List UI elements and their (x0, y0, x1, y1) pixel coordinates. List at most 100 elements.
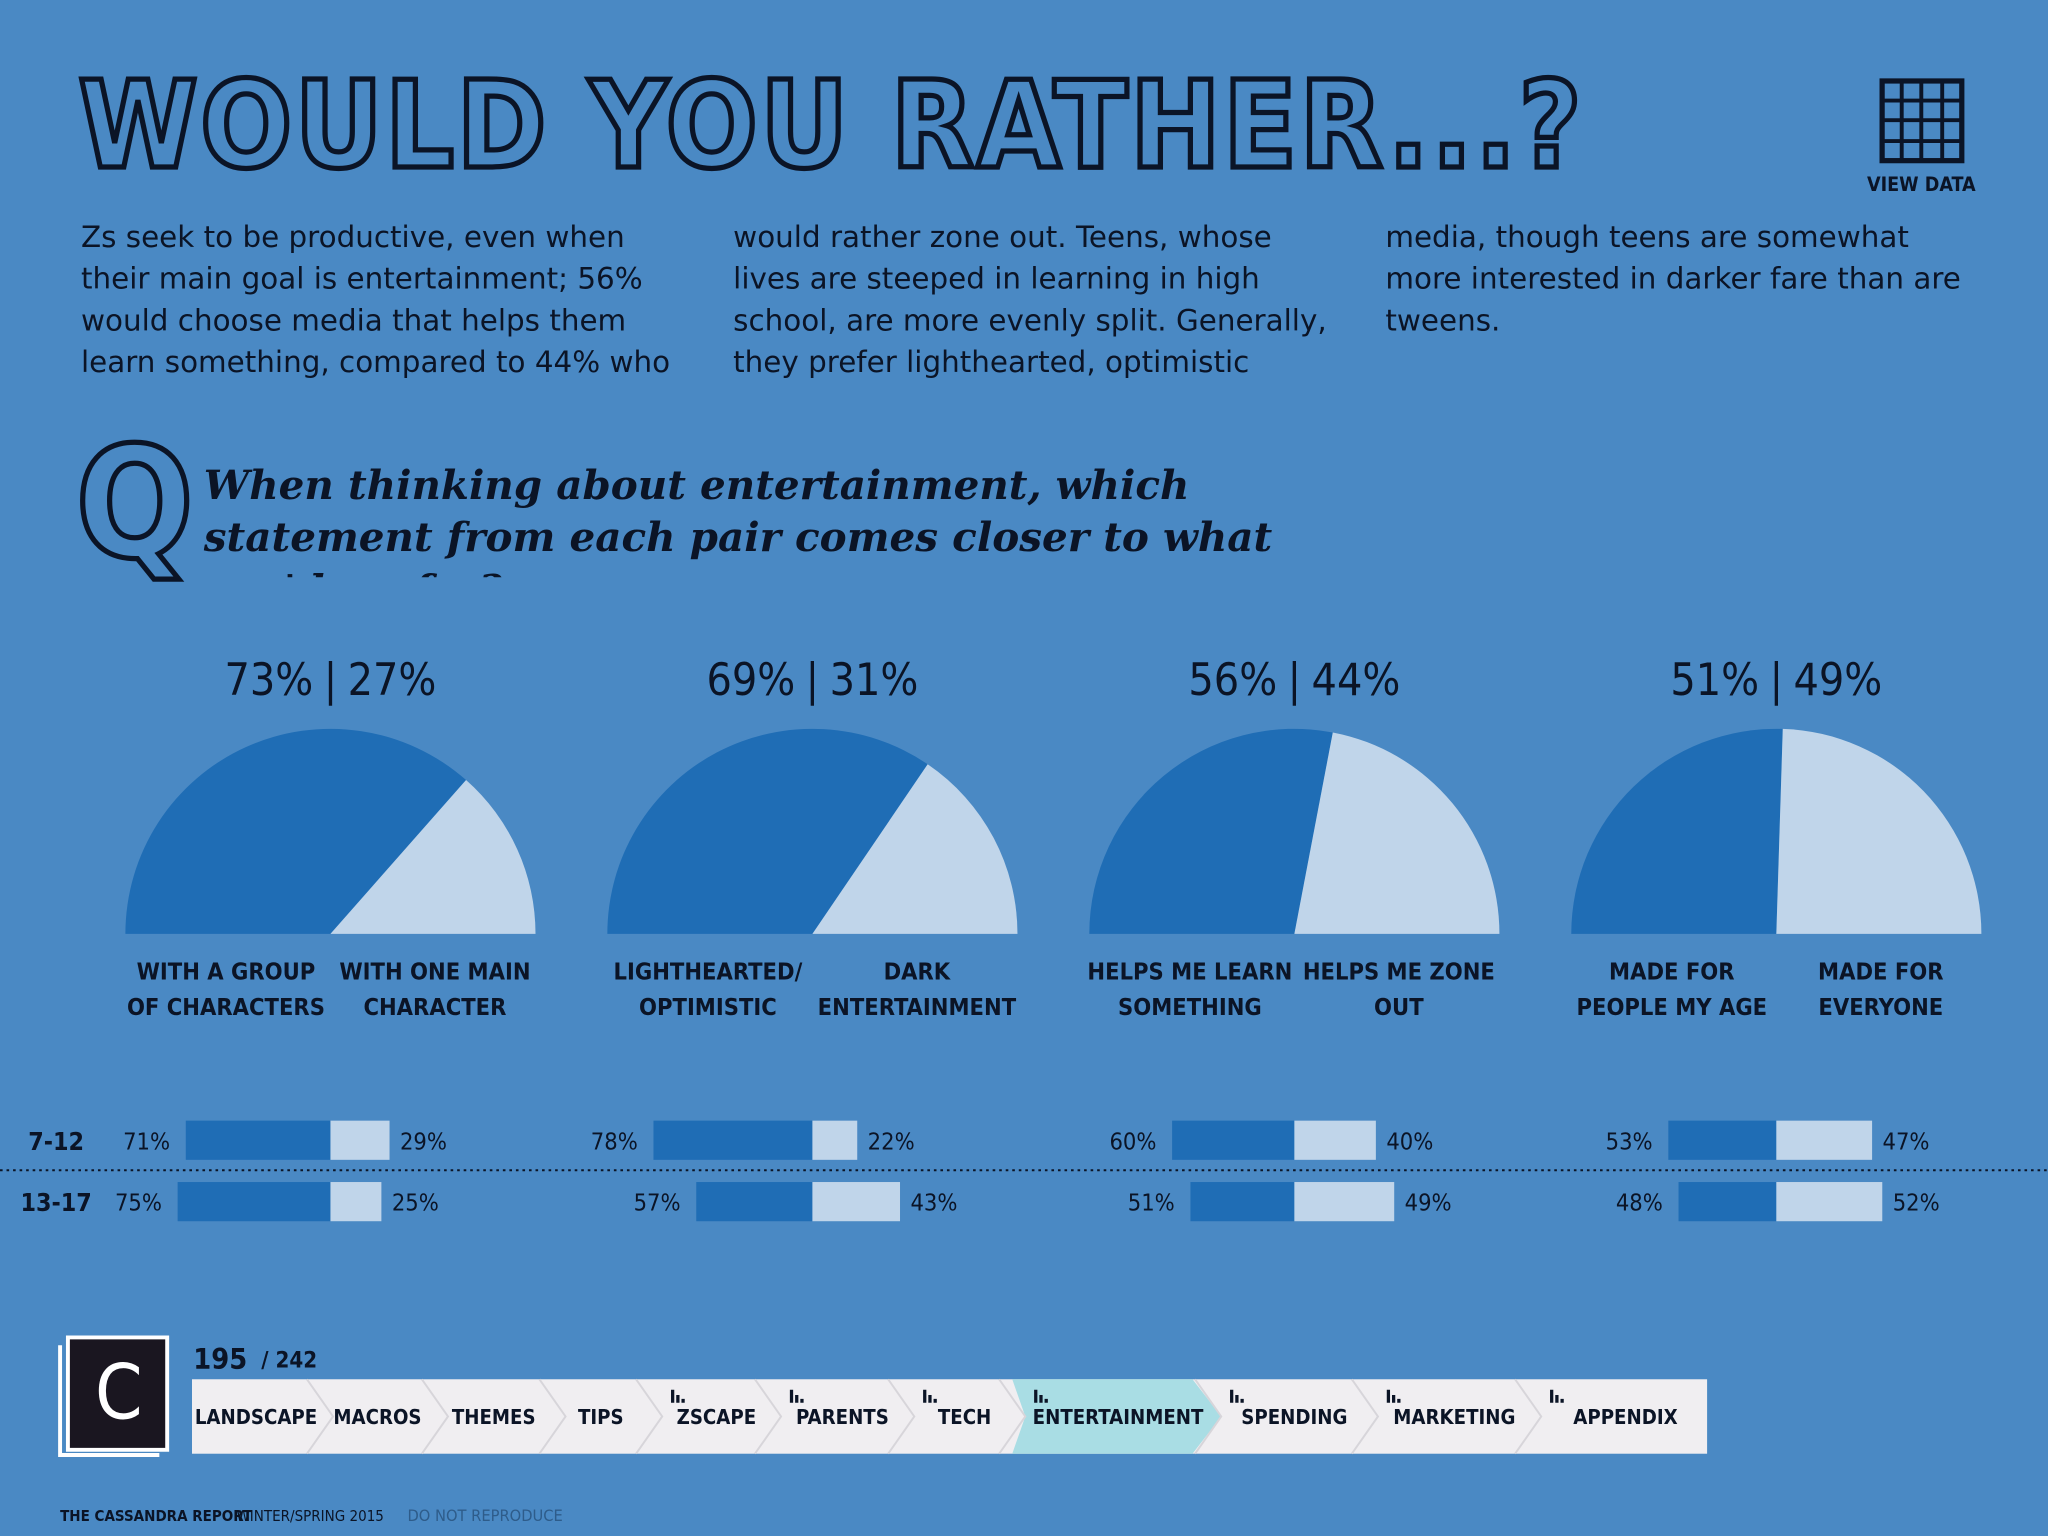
body-text: Zs seek to be productive, even when thei… (80, 220, 1961, 381)
nav-tab[interactable]: MARKETING (1351, 1378, 1516, 1455)
group-bar (185, 1120, 331, 1160)
nav-tab[interactable]: ZSCAPE (635, 1378, 757, 1455)
group-value-label: 51% (1128, 1189, 1175, 1217)
view-data-button[interactable]: VIEW DATA (1867, 78, 1976, 196)
group-value-label: 78% (591, 1127, 638, 1155)
grid-icon-lines (1882, 80, 1962, 161)
tab-chevron (1514, 1378, 1543, 1455)
percent-left: 56% (1188, 655, 1277, 706)
percent-right: 27% (348, 655, 437, 706)
percent-headline: 69% | 31% (706, 655, 918, 706)
tab-chevron (538, 1378, 567, 1455)
tab-chevron (887, 1378, 916, 1455)
group-bar (1776, 1120, 1873, 1160)
tab-label: THEMES (452, 1405, 536, 1429)
tab-bar (192, 1379, 1708, 1454)
nav-tab[interactable]: ENTERTAINMENT (998, 1378, 1222, 1455)
question-text: When thinking about entertainment, which… (203, 462, 1273, 577)
category-box: LIGHTHEARTED/ OPTIMISTIC (613, 958, 803, 1022)
percent-left: 69% (706, 655, 795, 706)
pie-slice (1294, 732, 1500, 934)
nav-tab[interactable]: TECH (887, 1378, 991, 1455)
tab-icon (671, 1389, 685, 1403)
nav-tab[interactable]: PARENTS (754, 1378, 889, 1455)
group-value-label: 29% (400, 1127, 447, 1155)
pie-slice (1776, 728, 1982, 934)
category-box: MADE FOR PEOPLE MY AGE (1577, 959, 1768, 1022)
category-box: WITH ONE MAIN CHARACTER (339, 959, 530, 1022)
age-group-label: 13-17 (20, 1188, 91, 1217)
page-number: 195 (193, 1342, 247, 1376)
group-bar (1172, 1120, 1295, 1160)
category-label: HELPS ME LEARN SOMETHING (1087, 958, 1293, 1022)
group-bar (330, 1120, 390, 1160)
group-value-label: 40% (1386, 1127, 1433, 1155)
category-label: LIGHTHEARTED/ OPTIMISTIC (613, 958, 803, 1022)
nav-tab[interactable]: APPENDIX (1514, 1378, 1678, 1455)
category-box: HELPS ME ZONE OUT (1303, 959, 1495, 1022)
percent-right: 49% (1794, 655, 1883, 706)
tab-chevron (1194, 1378, 1223, 1455)
category-box: HELPS ME LEARN SOMETHING (1087, 958, 1293, 1022)
group-bar (330, 1182, 382, 1222)
tab-label: MARKETING (1393, 1405, 1515, 1429)
nav-tab[interactable]: MACROS (306, 1378, 422, 1455)
tab-label: MACROS (333, 1405, 421, 1429)
category-label: MADE FOR EVERYONE (1818, 958, 1944, 1022)
pie-slice (607, 728, 928, 934)
pie-slice (1089, 728, 1333, 934)
nav-tab[interactable]: THEMES (421, 1378, 536, 1455)
tab-chevron (421, 1378, 450, 1455)
logo-shadow (58, 1345, 160, 1457)
tab-label: TECH (938, 1405, 991, 1429)
group-bar (812, 1120, 858, 1160)
group-value-label: 48% (1616, 1189, 1663, 1217)
tab-chevron (1351, 1378, 1380, 1455)
percent-left: 51% (1670, 655, 1759, 706)
tab-icon (923, 1389, 937, 1403)
group-value-label: 75% (115, 1189, 162, 1217)
category-box: MADE FOR EVERYONE (1818, 958, 1944, 1022)
group-value-label: 57% (634, 1189, 681, 1217)
page-total: / 242 (261, 1347, 317, 1373)
logo-box (65, 1335, 170, 1452)
group-bar (1294, 1120, 1376, 1160)
group-value-label: 25% (392, 1189, 439, 1217)
group-bar (1776, 1182, 1883, 1222)
group-bar (1294, 1182, 1395, 1222)
navigation: C 195 / 242 LANDSCAPE MACROS THEMES TIPS ZSC… (58, 1335, 1708, 1457)
tab-label: SPENDING (1241, 1405, 1347, 1429)
group-value-label: 71% (123, 1127, 170, 1155)
group-bar (653, 1120, 813, 1160)
category-label: DARK ENTERTAINMENT (817, 958, 1017, 1022)
tab-chevron (306, 1378, 335, 1455)
percent-headline: 56% | 44% (1188, 655, 1400, 706)
nav-tab[interactable]: SPENDING (1194, 1378, 1347, 1455)
group-bar (1190, 1182, 1295, 1222)
tab-label: ENTERTAINMENT (1033, 1405, 1204, 1429)
pie-slice (1571, 728, 1783, 934)
separator: | (324, 655, 337, 706)
pie-slice (812, 764, 1018, 934)
group-bar (177, 1182, 331, 1222)
nav-tab[interactable]: TIPS (538, 1378, 624, 1455)
separator: | (1288, 655, 1301, 706)
tab-label: ZSCAPE (677, 1405, 757, 1429)
percent-left: 73% (225, 655, 314, 706)
tab-icon (1034, 1389, 1048, 1403)
tab-chevron (754, 1378, 783, 1455)
group-value-label: 53% (1606, 1127, 1653, 1155)
percent-right: 31% (830, 655, 919, 706)
group-value-label: 43% (910, 1189, 957, 1217)
age-group-label: 7-12 (28, 1127, 84, 1156)
percent-right: 44% (1312, 655, 1401, 706)
nav-tab[interactable]: LANDSCAPE (195, 1405, 317, 1429)
tab-icon (1386, 1389, 1401, 1403)
logo-letter: C (95, 1349, 143, 1437)
group-bar (1678, 1182, 1777, 1222)
body-text-box: Zs seek to be productive, even when thei… (80, 220, 1961, 381)
percent-headline: 73% | 27% (225, 655, 437, 706)
active-tab-bg (1012, 1379, 1222, 1454)
